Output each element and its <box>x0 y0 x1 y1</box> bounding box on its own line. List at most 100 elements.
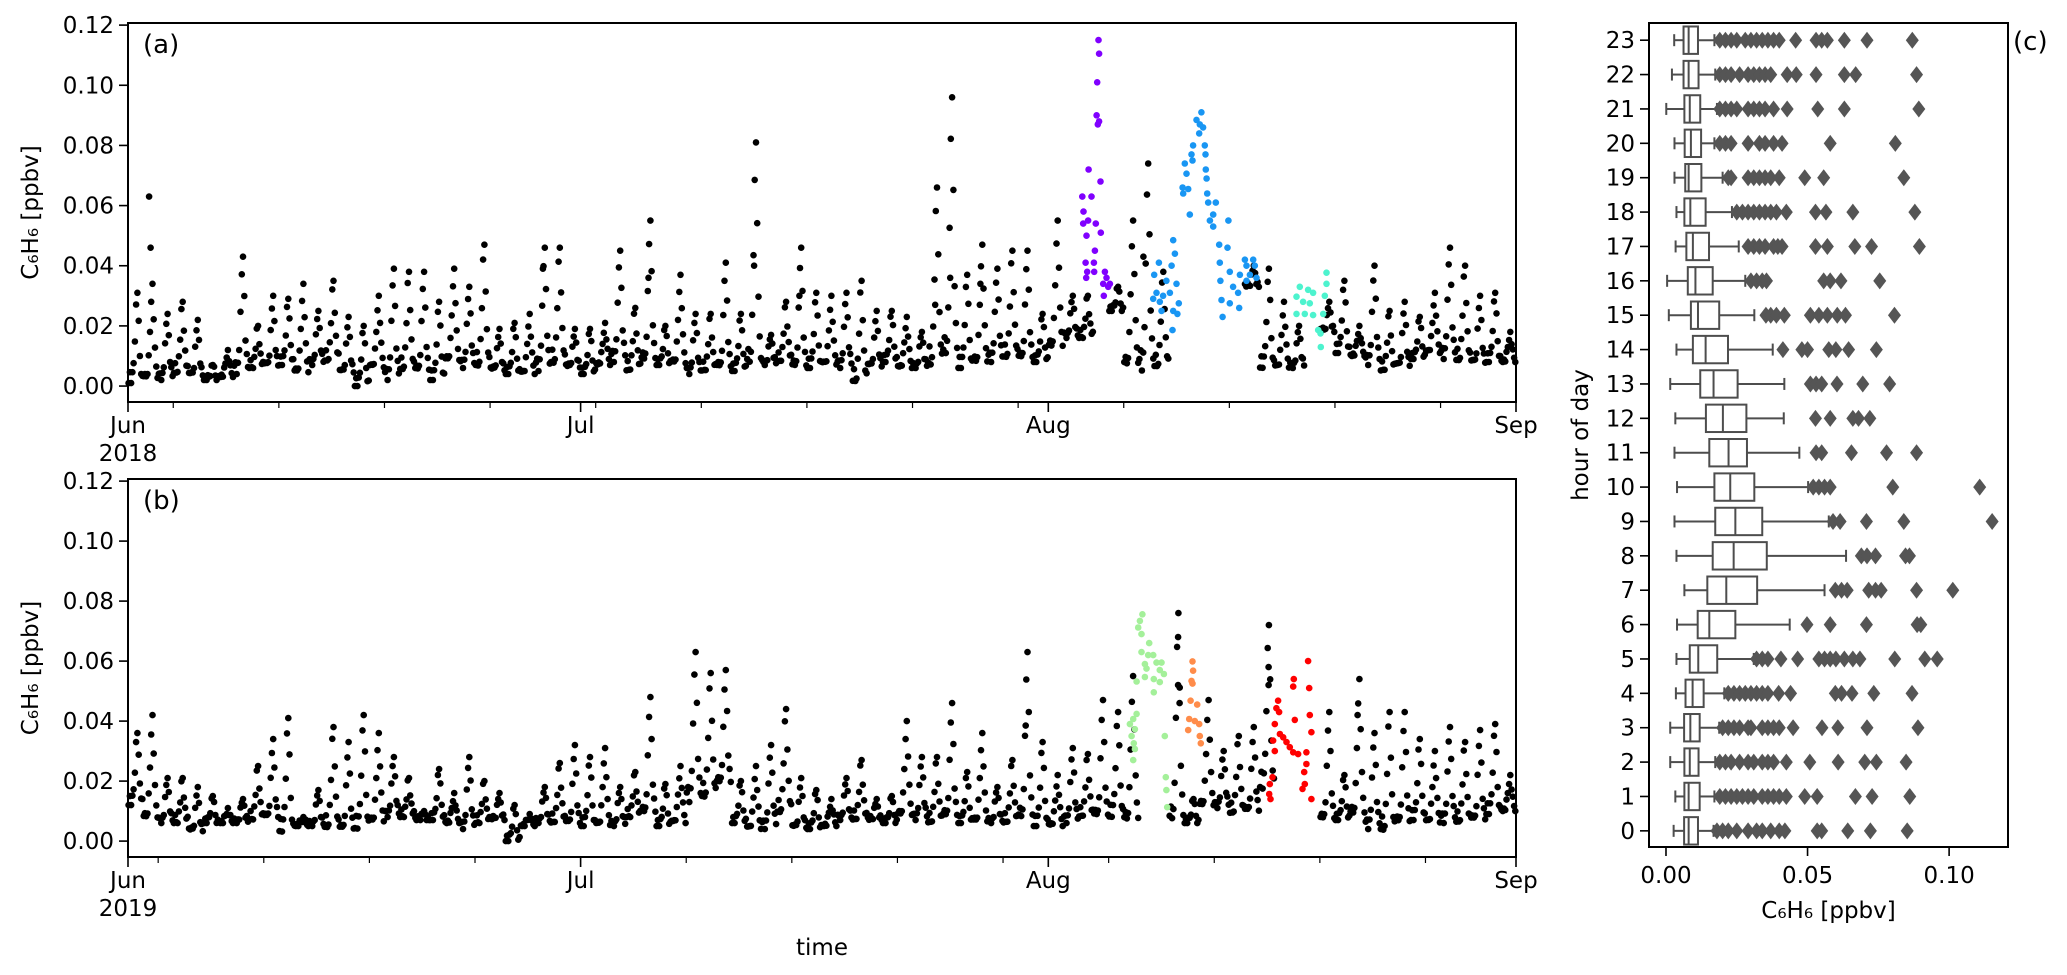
data-point <box>963 271 971 279</box>
data-point <box>1343 328 1351 335</box>
data-point <box>1132 772 1139 779</box>
outlier-diamond <box>1905 31 1919 49</box>
data-point <box>432 359 439 367</box>
data-point <box>463 320 471 328</box>
data-point <box>682 819 689 827</box>
data-point <box>570 755 577 763</box>
data-point <box>1381 822 1388 830</box>
data-point <box>619 327 626 334</box>
data-point <box>787 351 795 359</box>
x-tick-label: Aug <box>1026 868 1071 894</box>
data-point <box>384 813 391 821</box>
data-point <box>440 370 448 377</box>
data-point <box>165 788 173 796</box>
data-point <box>1364 361 1372 369</box>
outlier-diamond <box>1758 134 1772 152</box>
data-point <box>331 309 339 317</box>
data-point <box>702 789 709 796</box>
data-point <box>674 316 682 324</box>
data-point <box>477 335 484 343</box>
data-point <box>914 804 922 812</box>
data-point <box>961 797 968 805</box>
panel-label: (b) <box>143 486 180 516</box>
data-point <box>379 354 386 362</box>
cluster-point <box>1186 211 1194 218</box>
cluster-point <box>1290 675 1298 683</box>
data-point <box>511 801 518 809</box>
data-point <box>980 763 987 770</box>
cluster-point <box>1300 768 1308 776</box>
data-point <box>1386 307 1393 315</box>
data-point <box>839 350 846 357</box>
panel-c-hourly-boxplot: 012345678910111213141516171819202122230.… <box>1568 22 2048 924</box>
data-point <box>406 306 414 314</box>
data-point <box>273 803 281 811</box>
data-point <box>549 346 556 354</box>
x-tick-label: Sep <box>1494 413 1537 439</box>
data-point <box>1133 799 1141 806</box>
data-point <box>1432 312 1440 320</box>
cluster-point <box>1187 697 1194 704</box>
data-point <box>468 806 476 813</box>
panel-label: (a) <box>143 30 179 60</box>
data-point <box>945 794 952 802</box>
data-point <box>478 304 486 312</box>
data-point <box>325 355 332 363</box>
outlier-diamond <box>1758 100 1772 118</box>
data-point <box>388 317 395 325</box>
cluster-point <box>1291 716 1299 724</box>
x-tick-label: Jun <box>108 868 146 894</box>
cluster-point <box>1203 175 1210 182</box>
data-point <box>628 352 635 359</box>
data-point <box>492 814 500 822</box>
data-point <box>887 313 894 321</box>
outlier-diamond <box>1849 66 1863 84</box>
data-point <box>893 353 901 361</box>
x-tick-label: 0.00 <box>1640 863 1691 889</box>
data-point <box>1456 816 1464 824</box>
data-point <box>706 685 713 692</box>
data-point <box>662 322 669 330</box>
data-point <box>283 303 291 311</box>
iqr-box <box>1683 94 1702 124</box>
outlier-diamond <box>1791 650 1805 668</box>
cluster-point <box>1203 190 1211 197</box>
data-point <box>836 364 844 372</box>
data-point <box>354 382 361 390</box>
data-point <box>1373 333 1381 341</box>
data-point <box>464 295 472 303</box>
data-point <box>146 764 154 771</box>
data-point <box>398 354 405 361</box>
data-point <box>737 310 745 318</box>
cluster-point <box>1101 268 1109 276</box>
data-point <box>256 340 263 348</box>
data-point <box>977 280 984 288</box>
iqr-box <box>1682 59 1700 90</box>
outlier-diamond <box>1900 822 1914 840</box>
data-point <box>742 815 750 823</box>
data-point <box>794 344 801 351</box>
data-point <box>1152 351 1160 359</box>
data-point <box>740 807 747 814</box>
data-point <box>645 240 653 248</box>
data-point <box>658 353 665 360</box>
data-point <box>1486 800 1494 807</box>
data-point <box>1387 332 1395 339</box>
data-point <box>796 264 804 272</box>
data-point <box>361 748 369 755</box>
data-point <box>990 813 997 821</box>
cluster-point <box>1163 786 1170 794</box>
cluster-point <box>1305 684 1313 692</box>
cluster-point <box>1217 277 1224 285</box>
data-point <box>1322 799 1329 806</box>
data-point <box>903 717 911 725</box>
outlier-diamond <box>1905 684 1919 702</box>
data-point <box>1036 338 1044 345</box>
data-point <box>1376 820 1383 827</box>
data-point <box>1480 805 1488 812</box>
data-point <box>1177 762 1185 770</box>
data-point <box>542 794 550 802</box>
data-point <box>1372 761 1380 769</box>
data-point <box>1098 716 1105 724</box>
data-point <box>473 348 481 356</box>
